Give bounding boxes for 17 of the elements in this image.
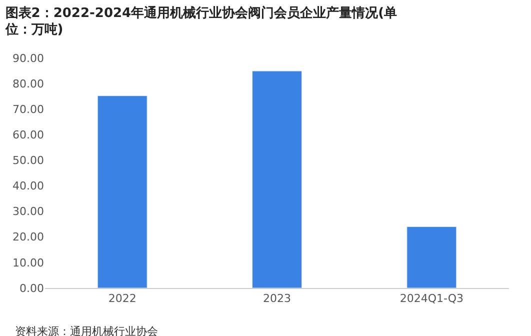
x-tick-label: 2022 xyxy=(108,292,136,306)
y-tick-label: 80.00 xyxy=(12,77,44,90)
bar xyxy=(97,96,148,288)
chart-title: 图表2：2022-2024年通用机械行业协会阀门会员企业产量情况(单位：万吨) xyxy=(4,4,398,38)
y-tick-label: 20.00 xyxy=(12,230,44,244)
y-tick-label: 10.00 xyxy=(12,256,44,270)
y-tick-label: 60.00 xyxy=(12,128,44,142)
y-tick-label: 90.00 xyxy=(12,52,44,65)
y-tick-label: 40.00 xyxy=(12,180,44,193)
y-tick-label: 0.00 xyxy=(20,282,44,295)
x-tick-label: 2023 xyxy=(263,292,291,306)
y-tick-label: 30.00 xyxy=(12,205,44,218)
bar xyxy=(252,70,302,288)
bar xyxy=(406,226,457,288)
y-tick-label: 70.00 xyxy=(12,102,44,116)
x-tick-label: 2024Q1-Q3 xyxy=(400,292,464,306)
y-tick-label: 50.00 xyxy=(12,154,44,168)
